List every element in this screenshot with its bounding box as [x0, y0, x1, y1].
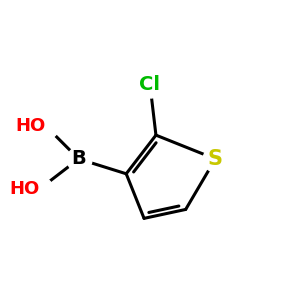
Text: S: S — [208, 149, 223, 169]
Text: Cl: Cl — [140, 75, 160, 94]
Text: B: B — [71, 149, 86, 168]
Text: HO: HO — [10, 180, 40, 198]
Text: HO: HO — [16, 117, 46, 135]
